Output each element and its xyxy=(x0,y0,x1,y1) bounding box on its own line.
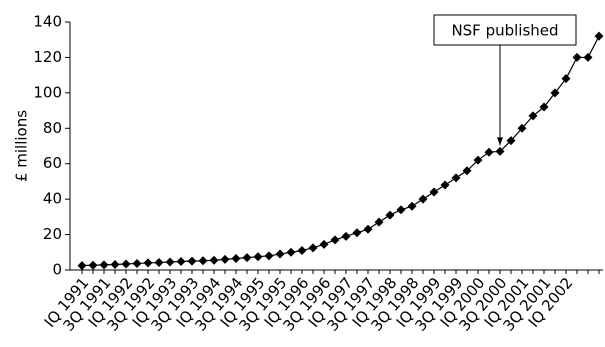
y-tick-label: 140 xyxy=(33,13,62,31)
marker xyxy=(77,261,87,271)
marker xyxy=(583,52,593,62)
marker xyxy=(451,173,461,183)
marker xyxy=(99,260,109,270)
annotation-arrowhead xyxy=(497,137,503,146)
y-tick-label: 100 xyxy=(33,83,62,101)
marker xyxy=(506,136,516,146)
marker xyxy=(572,52,582,62)
marker xyxy=(429,187,439,197)
marker xyxy=(275,249,285,259)
marker xyxy=(132,258,142,268)
marker xyxy=(330,235,340,245)
line xyxy=(81,35,600,267)
marker xyxy=(528,111,538,121)
marker xyxy=(594,31,604,41)
marker xyxy=(165,257,175,267)
marker xyxy=(462,166,472,176)
marker xyxy=(198,256,208,266)
marker xyxy=(187,256,197,266)
marker xyxy=(550,88,560,98)
marker xyxy=(231,253,241,263)
marker xyxy=(88,260,98,270)
marker xyxy=(143,258,153,268)
marker xyxy=(264,251,274,261)
marker xyxy=(253,252,263,262)
marker xyxy=(110,260,120,270)
y-tick-label: 0 xyxy=(52,261,62,279)
marker xyxy=(121,259,131,269)
marker xyxy=(495,146,505,156)
marker xyxy=(286,247,296,257)
y-tick-label: 120 xyxy=(33,48,62,66)
y-tick-label: 60 xyxy=(43,154,62,172)
y-tick-label: 40 xyxy=(43,190,62,208)
marker xyxy=(440,180,450,190)
y-tick-label: 80 xyxy=(43,119,62,137)
marker xyxy=(561,74,571,84)
marker xyxy=(374,217,384,227)
marker xyxy=(297,246,307,256)
marker xyxy=(242,253,252,263)
annotation-text: NSF published xyxy=(451,22,558,40)
marker xyxy=(154,258,164,268)
marker xyxy=(319,239,329,249)
marker xyxy=(308,243,318,253)
marker xyxy=(176,256,186,266)
marker xyxy=(341,231,351,241)
marker xyxy=(484,147,494,157)
marker xyxy=(407,201,417,211)
marker xyxy=(385,210,395,220)
marker xyxy=(396,205,406,215)
marker xyxy=(209,255,219,265)
marker xyxy=(539,102,549,112)
marker xyxy=(418,194,428,204)
marker xyxy=(473,155,483,165)
marker xyxy=(517,123,527,133)
marker xyxy=(220,254,230,264)
y-tick-label: 20 xyxy=(43,225,62,243)
annotation-box xyxy=(433,14,577,46)
marker xyxy=(352,228,362,238)
y-axis-label: £ millions xyxy=(13,110,31,182)
marker xyxy=(363,224,373,234)
